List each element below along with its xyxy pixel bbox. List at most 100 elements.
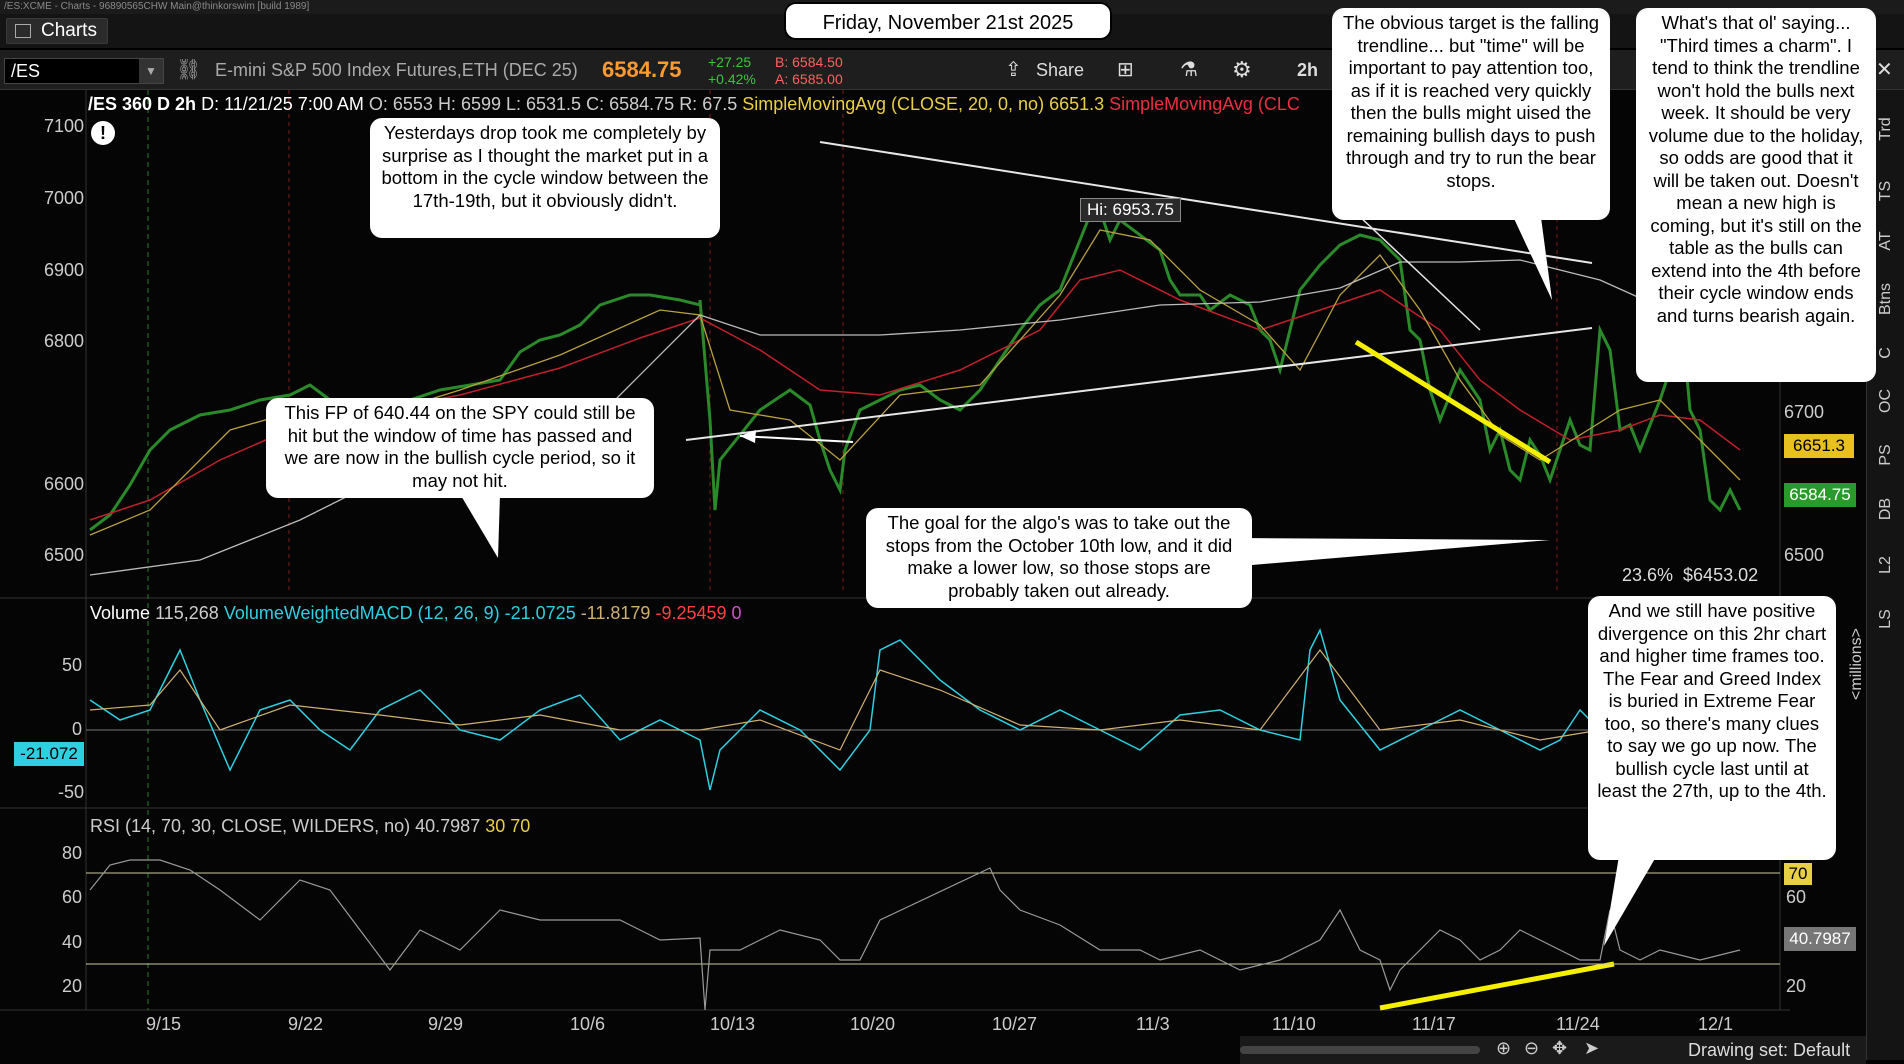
sma2-label[interactable]: SimpleMovingAvg (CLC [1109, 94, 1300, 114]
symbol-selector[interactable]: /ES ▼ [4, 58, 164, 84]
zoom-out-icon[interactable]: ⊖ [1524, 1038, 1540, 1058]
bottom-toolbar: ⊕ ⊖ ✥ ➤ Drawing set: Default [1240, 1036, 1866, 1064]
date-tick: 11/10 [1272, 1014, 1316, 1034]
chart-icon [15, 24, 31, 38]
ask-price: A: 6585.00 [775, 71, 843, 87]
rsi-tick: 40 [62, 932, 83, 952]
gear-icon[interactable]: ⚙ [1232, 57, 1252, 82]
flask-icon[interactable]: ⚗ [1180, 59, 1198, 81]
sma20-label[interactable]: SimpleMovingAvg (CLOSE, 20, 0, no) [742, 94, 1045, 114]
header-high: H: 6599 [437, 94, 501, 114]
rail-tab-c[interactable]: C [1877, 347, 1894, 359]
callout-pointer [1240, 538, 1550, 566]
close-icon[interactable]: ✕ [1876, 59, 1893, 81]
price-study-header: /ES 360 D 2h D: 11/21/25 7:00 AM O: 6553… [88, 94, 1300, 115]
last-price: 6584.75 [602, 57, 682, 82]
volume-label: Volume [90, 603, 151, 623]
chevron-down-icon[interactable]: ▼ [139, 59, 163, 83]
date-tick: 11/24 [1556, 1014, 1600, 1034]
macd-tick: 50 [62, 655, 83, 675]
rsi-overbought: 70 [510, 816, 531, 836]
header-low: L: 6531.5 [506, 94, 582, 114]
date-tick: 9/29 [428, 1014, 464, 1034]
fib-level-label: 23.6% $6453.02 [1622, 565, 1759, 585]
short-trendline [1339, 197, 1481, 331]
header-range: R: 67.5 [679, 94, 738, 114]
volume-value: 115,268 [155, 603, 219, 623]
date-tick: 12/1 [1698, 1014, 1734, 1034]
rsi-study-header: RSI (14, 70, 30, CLOSE, WILDERS, no) 40.… [90, 816, 530, 837]
sma-gold-line [89, 229, 1741, 536]
net-change: +27.25 [708, 54, 752, 70]
cursor-icon[interactable]: ➤ [1584, 1038, 1600, 1058]
rsi-value: 40.7987 [415, 816, 481, 836]
rail-tab-ps[interactable]: PS [1877, 444, 1894, 466]
macd-tick: 0 [72, 719, 83, 739]
zoom-in-icon[interactable]: ⊕ [1496, 1038, 1512, 1058]
rsi-oversold: 30 [485, 816, 506, 836]
date-tick: 10/27 [992, 1014, 1038, 1034]
rsi-right-tick: 60 [1786, 887, 1807, 907]
price-tick: 6500 [44, 545, 85, 565]
studies-icon[interactable]: ⊞ [1117, 59, 1134, 81]
annotation-divergence: And we still have positive divergence on… [1588, 596, 1836, 860]
high-label: Hi: 6953.75 [1080, 198, 1181, 222]
annotation-yesterday: Yesterdays drop took me completely by su… [370, 118, 720, 238]
arrow-line [739, 435, 854, 443]
annotation-algo: The goal for the algo's was to take out … [866, 508, 1252, 608]
sma20-value: 6651.3 [1049, 94, 1105, 114]
rail-tab-at[interactable]: AT [1877, 231, 1894, 251]
macd-value: -21.0725 [504, 603, 576, 623]
rsi-tick: 80 [62, 843, 83, 863]
price-tick: 6900 [44, 260, 85, 280]
share-icon[interactable]: ⇪ [1005, 59, 1022, 81]
price-tick: 7100 [44, 116, 85, 136]
rail-tab-trd[interactable]: Trd [1877, 117, 1894, 141]
macd-zero: 0 [731, 603, 742, 623]
millions-label: <millions> [1848, 627, 1865, 700]
date-tick: 10/13 [710, 1014, 756, 1034]
rail-tab-db[interactable]: DB [1877, 497, 1894, 521]
date-tick: 10/6 [570, 1014, 606, 1034]
price-tick: 6600 [44, 474, 85, 494]
rsi-tick: 60 [62, 887, 83, 907]
macd-signal-line [89, 649, 1741, 751]
horizontal-scrollbar[interactable] [1240, 1046, 1480, 1054]
tab-charts-label: Charts [41, 20, 97, 41]
header-open: O: 6553 [368, 94, 433, 114]
arrow-head [740, 430, 756, 443]
drawing-set-selector[interactable]: Drawing set: Default [1688, 1040, 1851, 1060]
date-banner: Friday, November 21st 2025 [784, 2, 1112, 40]
yellow-trendline-rsi [1379, 961, 1615, 1011]
chart-symbol: /ES 360 D 2h [88, 94, 197, 114]
header-close: C: 6584.75 [586, 94, 675, 114]
rail-tab-ts[interactable]: TS [1877, 180, 1894, 202]
rsi-value-tag: 40.7987 [1784, 927, 1856, 951]
symbol-text: /ES [11, 61, 41, 81]
date-tick: 9/15 [146, 1014, 182, 1034]
header-date: D: 11/21/25 7:00 AM [201, 94, 364, 114]
rail-tab-btns[interactable]: Btns [1877, 283, 1894, 316]
date-tick: 9/22 [288, 1014, 324, 1034]
rsi-tick: 20 [62, 976, 83, 996]
timeframe-button[interactable]: 2h [1297, 60, 1319, 80]
price-tick: 6800 [44, 331, 85, 351]
rail-tab-ls[interactable]: LS [1877, 609, 1894, 629]
macd-tick: -50 [58, 782, 85, 802]
price-tick: 6500 [1784, 545, 1825, 565]
rail-tab-oc[interactable]: OC [1877, 389, 1894, 413]
macd-label[interactable]: VolumeWeightedMACD (12, 26, 9) [223, 603, 500, 623]
rail-tab-l2[interactable]: L2 [1877, 556, 1894, 574]
macd-line [89, 627, 1741, 791]
pan-icon[interactable]: ✥ [1552, 1038, 1568, 1058]
macd-avg: -11.8179 [580, 603, 651, 623]
rsi-label[interactable]: RSI (14, 70, 30, CLOSE, WILDERS, no) [90, 816, 411, 836]
link-icon[interactable]: ⛓ [176, 59, 202, 81]
macd-study-header: Volume 115,268 VolumeWeightedMACD (12, 2… [90, 603, 742, 624]
last-price-tag: 6584.75 [1784, 483, 1856, 507]
rsi-right-tick: 20 [1786, 976, 1807, 996]
share-button[interactable]: Share [1036, 60, 1085, 80]
alert-icon[interactable]: ! [91, 121, 115, 145]
price-tick: 7000 [44, 188, 85, 208]
tab-charts[interactable]: Charts [6, 18, 108, 44]
